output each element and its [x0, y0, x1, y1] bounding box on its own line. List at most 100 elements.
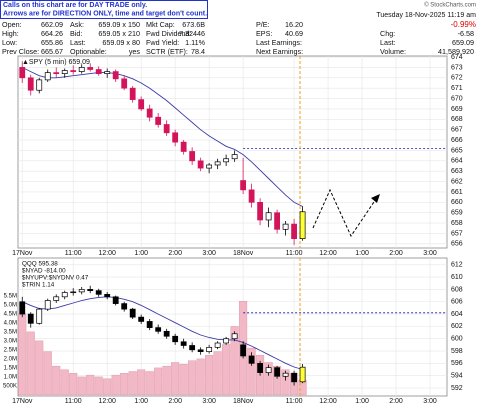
candle-body	[104, 293, 111, 298]
y-tick-label: 674	[451, 54, 463, 61]
y-tick-label: 656	[451, 241, 463, 248]
x-tick-label: 3:00	[202, 398, 216, 405]
candle-body	[121, 78, 128, 89]
candle-body	[248, 355, 255, 364]
volume-bar	[162, 365, 171, 396]
quote-table: Open: 662.09 Ask: 659.09 x 150 Mkt Cap: 673.6…	[2, 20, 474, 56]
x-tick-label: 12:00	[98, 250, 116, 257]
y-tick-label: 596	[451, 360, 463, 367]
legend-line: $NYUPV:$NYDNV 0.47	[22, 275, 89, 282]
volume-bar	[154, 367, 163, 396]
field-label: Fwd Dividend:	[146, 29, 192, 38]
change-pct: -0.99%	[451, 20, 476, 29]
candle-body	[240, 344, 247, 357]
notice-line: Calls on this chart are for DAY TRADE on…	[3, 2, 147, 9]
y-tick-label: 667	[451, 127, 463, 134]
candle-body	[27, 77, 34, 91]
x-tick-label: 2:00	[168, 398, 182, 405]
volume-bar	[264, 362, 273, 396]
candle-body	[95, 69, 102, 74]
volume-bar	[26, 331, 35, 396]
candle-body	[299, 211, 306, 240]
y-tick-label: 612	[451, 262, 463, 269]
notice-line: Arrows are for DIRECTION ONLY, time and …	[3, 10, 207, 17]
volume-bar	[205, 355, 214, 396]
price-panel: 656 657 658 659 660 661 662 663 664 665 666 667 668 6…	[12, 54, 463, 257]
candle-body	[104, 71, 111, 74]
candle-body	[223, 158, 230, 163]
field-label: Bid:	[70, 29, 82, 38]
candle-body	[78, 67, 85, 72]
y-tick-label: 666	[451, 137, 463, 144]
field-value: 659.09	[452, 38, 474, 47]
indicator-panel: 592 594 596 598 600 602 604 606 608 610 612 17Nov 11…	[3, 257, 463, 405]
y-tick-label: 668	[451, 116, 463, 123]
candle-body	[231, 333, 238, 340]
volume-bar	[171, 362, 180, 396]
y-tick-label: 610	[451, 274, 463, 281]
candle-body	[163, 330, 170, 337]
volume-tick-label: 4.0M	[4, 320, 17, 326]
field-value: 664.26	[41, 29, 63, 38]
chart-title: ▲SPY (5 min) 659.09	[22, 59, 90, 66]
candle-body	[206, 346, 213, 352]
y-tick-label: 604	[451, 311, 463, 318]
y-tick-label: 669	[451, 106, 463, 113]
candle-body	[172, 335, 179, 343]
volume-bar	[103, 378, 112, 396]
field-value: yes	[129, 47, 141, 56]
field-value: 659.05 x 210	[98, 29, 140, 38]
moving-average	[22, 296, 303, 370]
y-tick-label: 598	[451, 348, 463, 355]
candle-body	[70, 291, 77, 294]
field-value: 1.11%	[185, 38, 205, 47]
y-tick-label: 659	[451, 210, 463, 217]
candle-body	[180, 141, 187, 152]
x-tick-label: 3:00	[202, 250, 216, 257]
plot-area	[17, 55, 448, 249]
candle-body	[197, 160, 204, 169]
x-tick-label: 18Nov	[233, 250, 254, 257]
candle-body	[146, 108, 153, 118]
y-tick-label: 673	[451, 64, 463, 71]
y-tick-label: 658	[451, 220, 463, 227]
moving-average	[22, 66, 303, 207]
volume-bar	[222, 344, 231, 396]
candle-body	[19, 301, 26, 315]
volume-tick-label: 3.0M	[4, 338, 17, 344]
x-tick-label: 17Nov	[12, 398, 33, 405]
candle-body	[155, 116, 162, 125]
y-tick-label: 657	[451, 230, 463, 237]
candle-body	[95, 290, 102, 295]
y-tick-label: 672	[451, 75, 463, 82]
candle-body	[61, 70, 68, 74]
y-tick-label: 592	[451, 385, 463, 392]
x-tick-label: 12:00	[98, 398, 116, 405]
candle-body	[53, 296, 60, 301]
volume-bar	[145, 371, 154, 396]
x-tick-label: 12:00	[319, 250, 337, 257]
candle-body	[36, 79, 43, 91]
volume-bar	[128, 371, 137, 396]
y-tick-label: 602	[451, 323, 463, 330]
candle-body	[112, 296, 119, 304]
candle-body	[265, 367, 272, 373]
x-tick-label: 17Nov	[12, 250, 33, 257]
volume-bar	[281, 369, 290, 396]
candle-body	[206, 164, 213, 169]
volume-tick-label: 1.0M	[4, 374, 17, 380]
volume-bar	[111, 374, 120, 396]
candle-body	[240, 180, 247, 191]
volume-bar	[60, 369, 69, 396]
x-tick-label: 1:00	[355, 250, 369, 257]
x-tick-label: 11:00	[65, 250, 82, 257]
x-tick-label: 11:00	[286, 398, 303, 405]
volume-bar	[196, 358, 205, 396]
volume-bar	[179, 364, 188, 396]
candle-body	[248, 189, 255, 203]
field-value: 78.4	[191, 47, 205, 56]
stamp: © StockCharts.com	[424, 2, 476, 9]
x-tick-label: 3:00	[423, 398, 437, 405]
candle-body	[44, 300, 51, 310]
